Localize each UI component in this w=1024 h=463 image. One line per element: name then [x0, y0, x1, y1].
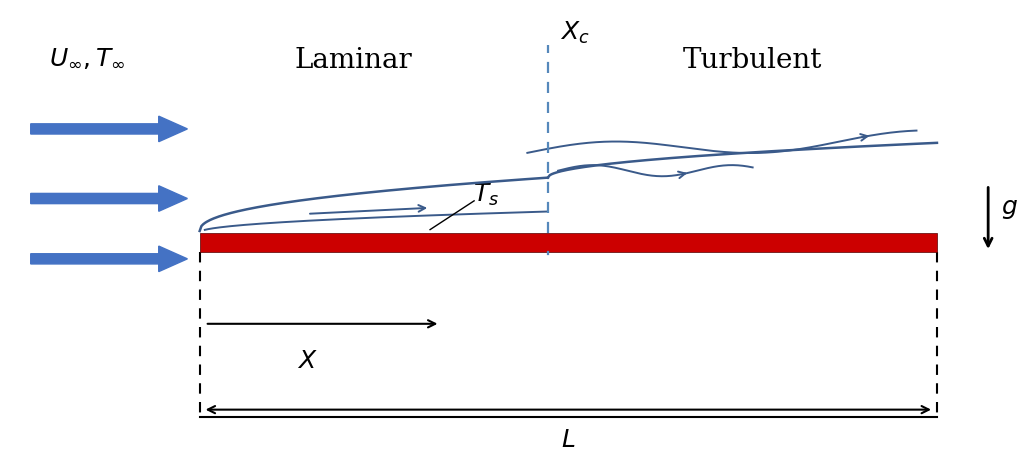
Text: $X_c$: $X_c$ — [560, 19, 590, 45]
FancyArrow shape — [31, 186, 187, 212]
Text: Turbulent: Turbulent — [683, 47, 822, 74]
Bar — [200, 234, 937, 252]
Text: $L$: $L$ — [561, 428, 575, 451]
FancyArrow shape — [31, 246, 187, 272]
Text: $U_{\infty},T_{\infty}$: $U_{\infty},T_{\infty}$ — [49, 46, 125, 70]
FancyArrow shape — [31, 117, 187, 143]
Text: $g$: $g$ — [1001, 198, 1019, 221]
Text: $T_s$: $T_s$ — [473, 181, 500, 207]
Text: $X$: $X$ — [297, 350, 317, 373]
Text: Laminar: Laminar — [295, 47, 412, 74]
